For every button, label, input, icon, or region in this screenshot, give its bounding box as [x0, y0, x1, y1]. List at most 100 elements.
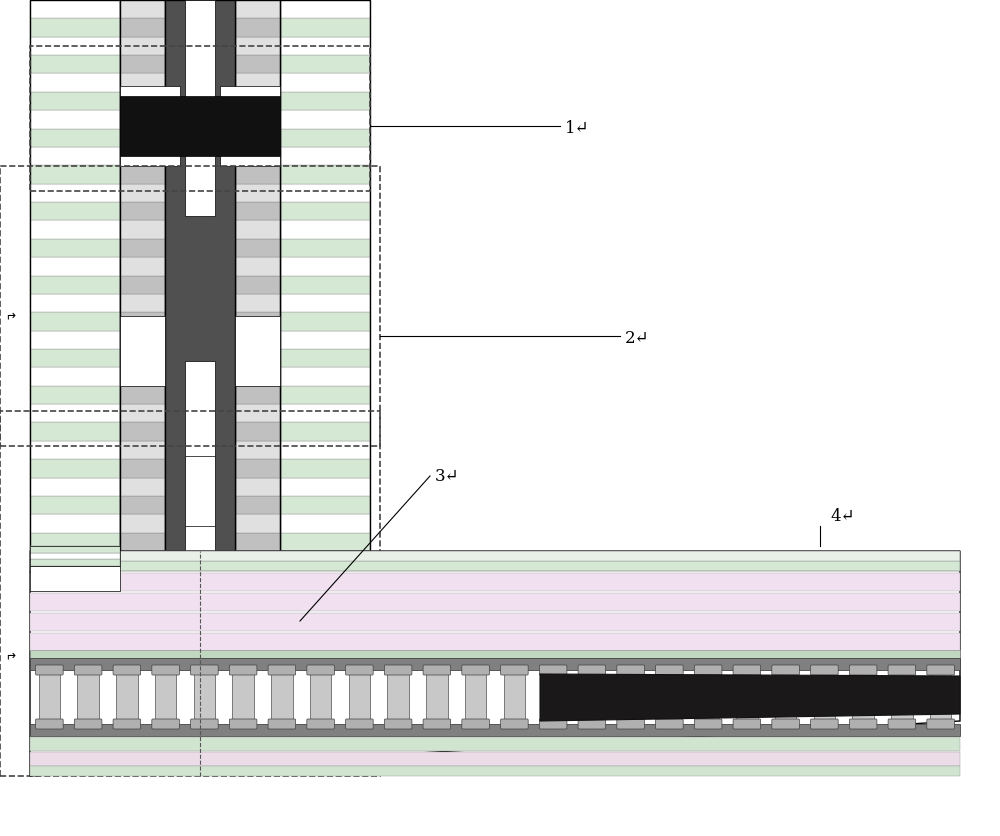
Bar: [120, 257, 165, 276]
Bar: [235, 514, 280, 533]
Bar: [30, 514, 120, 533]
Bar: [504, 670, 525, 724]
Bar: [30, 92, 120, 110]
Bar: [30, 633, 960, 651]
FancyBboxPatch shape: [423, 719, 451, 729]
FancyBboxPatch shape: [733, 665, 761, 675]
FancyBboxPatch shape: [346, 665, 373, 675]
Bar: [120, 86, 180, 166]
Bar: [120, 92, 165, 110]
Bar: [30, 202, 120, 221]
Bar: [235, 533, 280, 551]
Bar: [120, 316, 165, 386]
Bar: [30, 385, 120, 404]
Bar: [30, 650, 960, 658]
Bar: [235, 0, 280, 551]
FancyBboxPatch shape: [733, 719, 761, 729]
Bar: [310, 670, 331, 724]
Bar: [465, 670, 486, 724]
Bar: [235, 202, 280, 221]
Bar: [30, 422, 120, 441]
Bar: [220, 86, 280, 166]
Bar: [120, 477, 165, 496]
Bar: [30, 551, 960, 561]
Bar: [930, 670, 951, 724]
Bar: [120, 202, 165, 221]
FancyBboxPatch shape: [539, 665, 567, 675]
Bar: [30, 593, 960, 611]
Bar: [30, 459, 120, 477]
Bar: [120, 459, 165, 477]
Bar: [30, 551, 960, 571]
Bar: [30, 129, 120, 147]
FancyBboxPatch shape: [772, 665, 799, 675]
Bar: [280, 92, 370, 110]
Bar: [280, 477, 370, 496]
Text: 2↵: 2↵: [625, 330, 650, 347]
Bar: [280, 239, 370, 257]
FancyBboxPatch shape: [617, 665, 644, 675]
Bar: [280, 312, 370, 330]
Bar: [120, 330, 165, 349]
Bar: [30, 74, 120, 92]
Bar: [120, 367, 165, 385]
Bar: [30, 441, 120, 459]
Text: 4↵: 4↵: [830, 508, 854, 525]
Bar: [120, 514, 165, 533]
Bar: [235, 385, 280, 404]
Text: ↵: ↵: [5, 306, 16, 319]
Bar: [235, 367, 280, 385]
Polygon shape: [540, 674, 960, 721]
Bar: [280, 0, 370, 18]
FancyBboxPatch shape: [36, 665, 63, 675]
Bar: [39, 670, 60, 724]
Bar: [30, 0, 120, 551]
Bar: [30, 724, 960, 736]
Bar: [235, 404, 280, 422]
Bar: [30, 46, 370, 191]
Bar: [235, 18, 280, 37]
Polygon shape: [30, 551, 960, 776]
Bar: [194, 670, 215, 724]
Bar: [280, 294, 370, 312]
Bar: [280, 367, 370, 385]
FancyBboxPatch shape: [656, 719, 683, 729]
FancyBboxPatch shape: [268, 719, 296, 729]
Bar: [0, 166, 380, 446]
FancyBboxPatch shape: [849, 665, 877, 675]
Bar: [30, 147, 120, 166]
Bar: [349, 670, 370, 724]
Bar: [30, 561, 960, 571]
Bar: [77, 670, 99, 724]
Bar: [814, 670, 835, 724]
FancyBboxPatch shape: [191, 665, 218, 675]
Bar: [30, 18, 120, 37]
Bar: [30, 184, 120, 202]
Bar: [120, 221, 165, 239]
Bar: [235, 221, 280, 239]
Bar: [852, 670, 874, 724]
FancyBboxPatch shape: [229, 665, 257, 675]
Bar: [30, 533, 120, 551]
Bar: [120, 18, 165, 37]
Bar: [271, 670, 293, 724]
Bar: [235, 496, 280, 514]
Bar: [30, 477, 120, 496]
Bar: [280, 422, 370, 441]
Bar: [120, 312, 165, 330]
Bar: [697, 670, 719, 724]
Bar: [30, 37, 120, 55]
Bar: [30, 553, 120, 559]
Bar: [30, 658, 960, 670]
Bar: [165, 0, 235, 551]
Bar: [891, 670, 913, 724]
FancyBboxPatch shape: [36, 719, 63, 729]
Bar: [30, 573, 960, 591]
Bar: [30, 221, 120, 239]
Bar: [30, 166, 120, 184]
Bar: [120, 184, 165, 202]
Bar: [280, 129, 370, 147]
Bar: [120, 110, 165, 129]
Bar: [235, 441, 280, 459]
Bar: [280, 533, 370, 551]
